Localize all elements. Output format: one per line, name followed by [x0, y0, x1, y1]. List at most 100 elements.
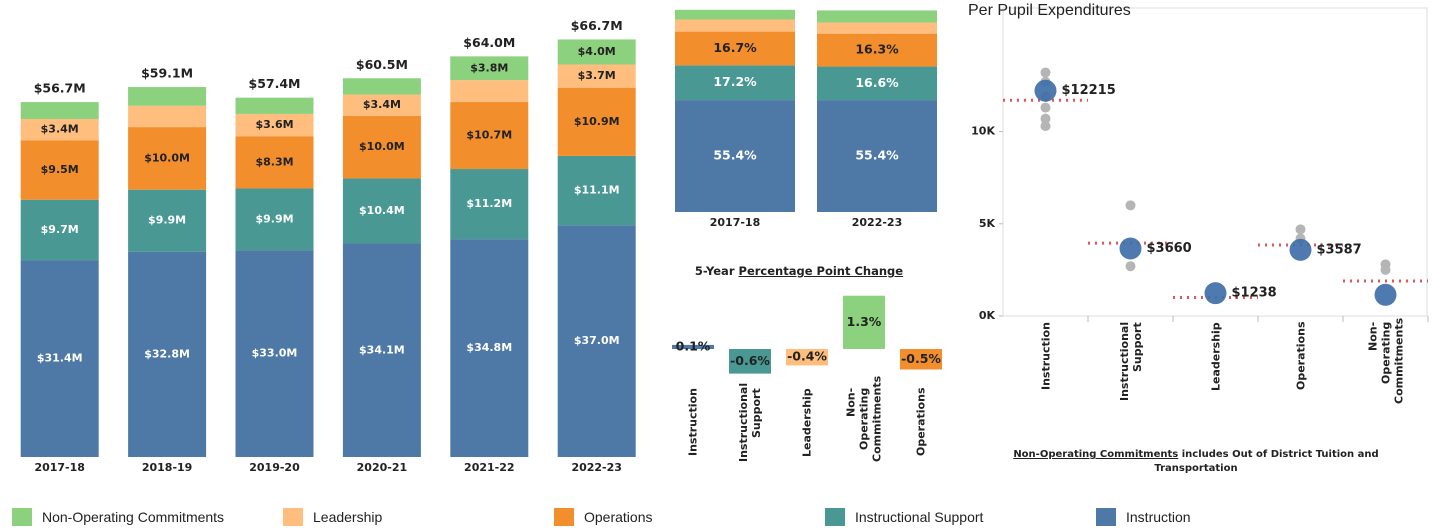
comparison-dot	[1040, 102, 1051, 113]
value-label: $9.5M	[41, 163, 79, 176]
y-tick-label: 5K	[979, 217, 996, 230]
value-label: $11.2M	[466, 197, 512, 210]
value-label: $3.8M	[470, 61, 508, 74]
value-label: 16.7%	[713, 40, 757, 55]
value-label: $10.0M	[144, 151, 190, 164]
value-label: $3660	[1147, 241, 1192, 256]
comparison-dot	[1380, 264, 1391, 275]
bar-segment	[20, 199, 99, 261]
total-label: $60.5M	[356, 57, 408, 72]
value-label: $32.8M	[144, 347, 190, 360]
legend-label: Operations	[584, 509, 653, 525]
x-tick-label: Instructional Support	[737, 382, 763, 462]
legend-label: Instruction	[1126, 509, 1191, 525]
bar-segment	[675, 31, 795, 66]
bar-segment	[450, 56, 529, 81]
ppe-title: Per Pupil Expenditures	[968, 2, 1131, 19]
legend-swatch	[1096, 508, 1116, 526]
bar-segment	[450, 80, 529, 103]
comparison-dot	[1040, 113, 1051, 124]
value-label: $12215	[1062, 83, 1116, 98]
bar-segment	[128, 251, 207, 457]
bar-segment	[817, 22, 937, 34]
value-label: $31.4M	[37, 352, 83, 365]
dot	[1119, 237, 1142, 260]
value-label: $4.0M	[578, 45, 616, 58]
x-tick-label: 2017-18	[710, 216, 761, 229]
total-label: $64.0M	[463, 35, 515, 50]
comparison-dot	[1040, 67, 1051, 78]
value-label: $3.6M	[255, 118, 293, 131]
bar-segment	[20, 260, 99, 457]
value-label: $10.0M	[359, 140, 405, 153]
bar	[900, 349, 942, 370]
value-label: 16.3%	[855, 42, 899, 57]
bar-segment	[128, 105, 207, 128]
value-label: 0.1%	[676, 338, 711, 353]
value-label: 1.3%	[847, 314, 882, 329]
x-tick-label: Non-Operating Commitments	[1366, 317, 1405, 404]
x-tick-label: Instruction	[1039, 322, 1052, 390]
dot	[1034, 79, 1057, 102]
bar-segment	[342, 178, 421, 244]
comparison-dot	[1040, 121, 1051, 132]
value-label: $9.7M	[41, 223, 79, 236]
bar-segment	[450, 169, 529, 240]
total-label: $66.7M	[571, 18, 623, 33]
bar-segment	[675, 9, 795, 20]
value-label: -0.5%	[901, 351, 941, 366]
value-label: $3587	[1317, 242, 1362, 257]
value-label: $34.1M	[359, 343, 405, 356]
value-label: $3.4M	[363, 98, 401, 111]
x-tick-label: Leadership	[1209, 322, 1222, 391]
x-tick-label: 2019-20	[249, 461, 300, 474]
bar	[786, 349, 828, 366]
value-label: $8.3M	[255, 155, 293, 168]
value-label: 55.4%	[855, 148, 899, 163]
bar-segment	[342, 115, 421, 179]
bar-segment	[235, 97, 314, 114]
x-tick-label: Operations	[1294, 322, 1307, 391]
bar-segment	[675, 100, 795, 212]
value-label: $10.7M	[466, 129, 512, 142]
change-title: 5-Year Percentage Point Change	[678, 264, 920, 278]
value-label: $3.4M	[41, 123, 79, 136]
value-label: $10.9M	[574, 115, 620, 128]
legend-label: Leadership	[313, 509, 383, 525]
bar-segment	[235, 136, 314, 189]
x-tick-label: Non-Operating Commitments	[844, 375, 884, 462]
bar-segment	[675, 65, 795, 101]
total-label: $56.7M	[34, 81, 86, 96]
value-label: $34.8M	[466, 341, 512, 354]
bar-segment	[817, 100, 937, 212]
y-tick-label: 0K	[979, 309, 996, 322]
bar	[843, 295, 885, 349]
value-label: $37.0M	[574, 334, 620, 347]
value-label: $10.4M	[359, 204, 405, 217]
value-label: $1238	[1232, 286, 1277, 301]
total-label: $57.4M	[249, 76, 301, 91]
bar-segment	[342, 78, 421, 95]
legend-label: Instructional Support	[855, 509, 984, 525]
x-tick-label: Operations	[914, 388, 928, 457]
percent-chart: 55.4% 17.2% 16.7% 55.4% 16.6% 16.3%	[675, 9, 937, 212]
bar-segment	[675, 19, 795, 32]
bar-segment	[235, 113, 314, 137]
bar-segment	[20, 118, 99, 141]
bar-segment	[557, 87, 636, 156]
legend-label: Non-Operating Commitments	[42, 509, 225, 525]
y-tick-label: 10K	[971, 125, 995, 138]
x-tick-label: Instruction	[686, 388, 700, 456]
x-tick-label: 2022-23	[571, 461, 622, 474]
x-tick-label: 2018-19	[142, 461, 193, 474]
title-lead: 5-Year	[694, 264, 735, 278]
x-tick-label: Leadership	[800, 388, 814, 457]
title-underlined: Percentage Point Change	[738, 264, 904, 278]
bar-segment	[235, 188, 314, 251]
bar-segment	[342, 94, 421, 116]
comparison-dot	[1125, 261, 1136, 272]
x-tick-label: Instructional Support	[1117, 322, 1144, 402]
value-label: $9.9M	[255, 212, 293, 225]
footnote: Non-Operating Commitments includes Out o…	[985, 448, 1407, 476]
